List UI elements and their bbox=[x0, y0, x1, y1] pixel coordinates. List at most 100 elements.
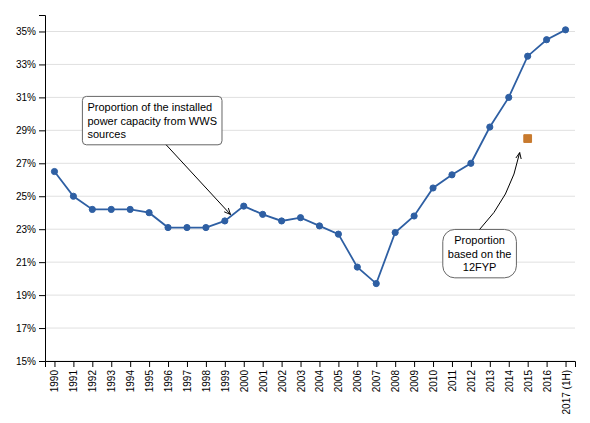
x-tick: 1994 bbox=[125, 361, 136, 392]
x-tick-mark bbox=[452, 361, 453, 367]
y-tick: 15% bbox=[16, 356, 45, 367]
x-tick: 1990 bbox=[49, 361, 60, 392]
x-tick: 1998 bbox=[201, 361, 212, 392]
x-tick: 1995 bbox=[144, 361, 155, 392]
x-tick: 1991 bbox=[68, 361, 79, 392]
x-tick-mark bbox=[206, 361, 207, 367]
y-tick-mark bbox=[39, 31, 45, 32]
x-tick-mark bbox=[395, 361, 396, 367]
series-marker bbox=[51, 168, 57, 174]
x-axis: 1990199119921993199419951996199719981999… bbox=[46, 361, 576, 414]
series-marker bbox=[525, 53, 531, 59]
series-marker bbox=[392, 229, 398, 235]
x-tick-label: 1999 bbox=[220, 370, 231, 393]
annotation: Proportionbased on the12FYP bbox=[443, 229, 517, 277]
x-tick: 2011 bbox=[447, 361, 458, 392]
series-marker bbox=[89, 206, 95, 212]
x-tick-mark bbox=[338, 361, 339, 367]
x-tick-mark bbox=[225, 361, 226, 367]
series-marker bbox=[562, 27, 568, 33]
x-tick-label: 2011 bbox=[447, 370, 458, 392]
series-marker bbox=[127, 206, 133, 212]
x-tick-label: 2010 bbox=[428, 370, 439, 393]
y-tick-label: 25% bbox=[16, 191, 36, 202]
y-tick-label: 29% bbox=[16, 125, 36, 136]
series-marker bbox=[487, 124, 493, 130]
x-tick-label: 1994 bbox=[125, 370, 136, 393]
y-tick-mark bbox=[39, 229, 45, 230]
x-tick: 2006 bbox=[352, 361, 363, 392]
x-tick-mark bbox=[244, 361, 245, 367]
x-tick-mark bbox=[149, 361, 150, 367]
series-marker bbox=[316, 223, 322, 229]
annotation-box bbox=[443, 229, 517, 277]
series-marker bbox=[411, 213, 417, 219]
x-tick-mark bbox=[187, 361, 188, 367]
series-marker bbox=[524, 135, 532, 143]
y-axis-line bbox=[39, 16, 46, 362]
y-tick: 29% bbox=[16, 125, 45, 136]
x-tick-label: 1993 bbox=[106, 370, 117, 393]
series-marker bbox=[70, 193, 76, 199]
grid-line bbox=[45, 64, 575, 65]
x-tick: 1993 bbox=[106, 361, 117, 392]
y-tick-mark bbox=[39, 163, 45, 164]
y-tick: 19% bbox=[16, 290, 45, 301]
y-tick-label: 21% bbox=[16, 257, 36, 268]
x-tick: 2015 bbox=[523, 361, 534, 392]
series-marker bbox=[279, 218, 285, 224]
y-tick-mark bbox=[39, 361, 45, 362]
y-tick-label: 17% bbox=[16, 323, 36, 334]
y-tick-mark bbox=[39, 196, 45, 197]
x-tick-mark bbox=[130, 361, 131, 367]
x-tick: 2007 bbox=[371, 361, 382, 392]
x-tick-mark bbox=[414, 361, 415, 367]
y-tick-mark bbox=[39, 295, 45, 296]
x-tick-label: 2007 bbox=[371, 370, 382, 393]
y-axis: 15%17%19%21%23%25%27%29%31%33%35% bbox=[16, 16, 46, 367]
x-tick: 2002 bbox=[277, 361, 288, 392]
series-marker bbox=[373, 280, 379, 286]
y-tick-label: 35% bbox=[16, 26, 36, 37]
x-tick: 2012 bbox=[466, 361, 477, 392]
series-marker bbox=[165, 224, 171, 230]
x-tick-mark bbox=[509, 361, 510, 367]
x-tick-label: 2013 bbox=[485, 370, 496, 393]
x-tick: 2004 bbox=[314, 361, 325, 392]
y-tick: 31% bbox=[16, 92, 45, 103]
x-tick-mark bbox=[263, 361, 264, 367]
x-tick-mark bbox=[73, 361, 74, 367]
x-tick-label: 2004 bbox=[314, 370, 325, 393]
annotation-box bbox=[82, 96, 222, 144]
grid-line bbox=[45, 31, 575, 32]
series-marker bbox=[222, 218, 228, 224]
x-tick: 2010 bbox=[428, 361, 439, 392]
y-tick-label: 15% bbox=[16, 356, 36, 367]
x-tick-mark bbox=[357, 361, 358, 367]
y-tick-label: 27% bbox=[16, 158, 36, 169]
x-tick-mark bbox=[547, 361, 548, 367]
annotations: Proportion of the installedpower capacit… bbox=[82, 96, 519, 277]
x-tick-mark bbox=[282, 361, 283, 367]
grid-line bbox=[45, 163, 575, 164]
x-tick-label: 2001 bbox=[258, 370, 269, 393]
series-marker bbox=[354, 264, 360, 270]
x-tick-label: 2015 bbox=[523, 370, 534, 393]
x-tick: 1999 bbox=[220, 361, 231, 392]
series-marker bbox=[468, 160, 474, 166]
x-tick-label: 1992 bbox=[87, 370, 98, 393]
x-tick-label: 2006 bbox=[352, 370, 363, 393]
annotation: Proportion of the installedpower capacit… bbox=[82, 96, 222, 144]
x-tick: 2009 bbox=[409, 361, 420, 392]
x-tick-label: 1990 bbox=[49, 370, 60, 393]
x-tick-label: 2012 bbox=[466, 370, 477, 393]
x-tick-label: 1998 bbox=[201, 370, 212, 393]
annotation-arrow bbox=[480, 153, 520, 230]
x-tick-mark bbox=[566, 361, 567, 367]
x-tick-mark bbox=[54, 361, 55, 367]
series-marker bbox=[241, 203, 247, 209]
series-marker bbox=[184, 224, 190, 230]
x-tick: 2000 bbox=[239, 361, 250, 392]
x-axis-line bbox=[46, 362, 576, 368]
grid-line bbox=[45, 196, 575, 197]
